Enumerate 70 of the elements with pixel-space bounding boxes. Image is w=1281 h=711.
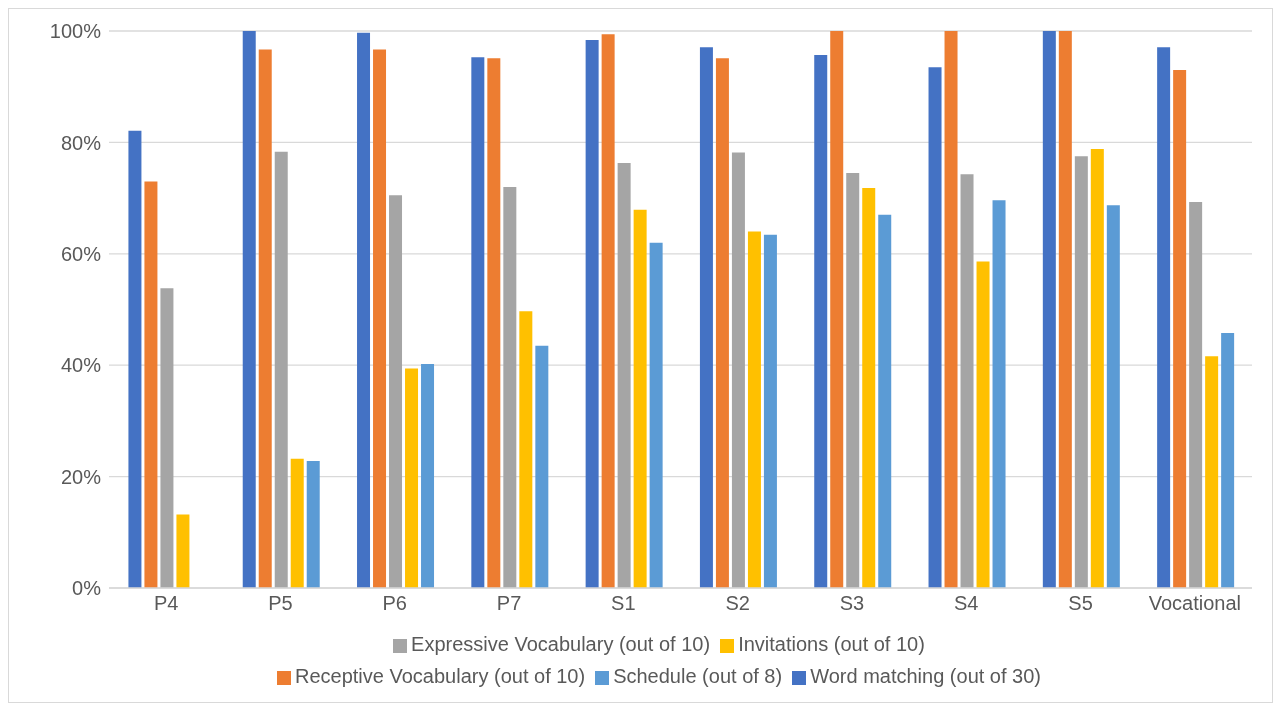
y-tick-label: 0%: [72, 577, 102, 600]
legend-label: Word matching (out of 30): [810, 665, 1042, 687]
bar: [242, 31, 256, 588]
bar: [862, 188, 876, 588]
bar: [128, 130, 142, 588]
y-tick-label: 80%: [60, 131, 102, 154]
bar: [846, 173, 860, 588]
bar: [306, 461, 320, 588]
bar: [976, 261, 990, 588]
bar: [471, 57, 485, 588]
bar: [405, 368, 419, 588]
x-tick-label: P6: [382, 592, 407, 615]
bar: [699, 47, 713, 588]
bar: [747, 231, 761, 588]
y-tick-label: 60%: [60, 242, 102, 265]
legend-label: Invitations (out of 10): [738, 633, 925, 655]
bar: [814, 54, 828, 588]
bar: [274, 151, 288, 588]
bar: [487, 58, 501, 588]
bar: [878, 214, 892, 588]
bar: [944, 31, 958, 588]
bar: [503, 186, 517, 588]
bar: [763, 234, 777, 588]
bar: [830, 31, 844, 588]
bar: [160, 288, 174, 588]
bar: [1157, 47, 1171, 588]
bar: [357, 32, 371, 588]
bar: [731, 152, 745, 588]
bar: [715, 58, 729, 588]
bar: [144, 181, 158, 588]
x-tick-label: P4: [153, 592, 179, 615]
bar: [1090, 149, 1104, 588]
y-tick-label: 20%: [60, 465, 102, 488]
bar: [1173, 69, 1187, 588]
bar: [535, 345, 549, 588]
bar: [389, 195, 403, 588]
x-tick-label: S2: [725, 592, 750, 615]
legend-label: Receptive Vocabulary (out of 10): [294, 665, 586, 687]
x-tick-label: S3: [839, 592, 865, 615]
x-tick-label: S5: [1068, 592, 1093, 615]
y-tick-label: 100%: [49, 20, 102, 43]
bar: [649, 242, 663, 588]
bar: [601, 34, 615, 588]
bar: [633, 209, 647, 588]
bar: [373, 49, 387, 588]
bar: [1221, 332, 1235, 588]
x-tick-label: P5: [268, 592, 293, 615]
bar: [421, 364, 435, 588]
x-tick-label: S4: [954, 592, 979, 615]
bar: [617, 163, 631, 588]
bar: [1205, 356, 1219, 588]
bar: [1106, 205, 1120, 588]
x-tick-label: S1: [611, 592, 636, 615]
bar: [1189, 202, 1203, 588]
x-tick-label: Vocational: [1148, 592, 1241, 615]
bar: [519, 311, 533, 588]
bar: [585, 39, 599, 588]
x-tick-label: P7: [496, 592, 522, 615]
bar: [290, 458, 304, 588]
bar: [176, 514, 190, 588]
bar: [928, 67, 942, 588]
bar: [1042, 31, 1056, 588]
legend-label: Schedule (out of 8): [613, 665, 783, 687]
bar: [258, 49, 272, 588]
bar: [992, 200, 1006, 588]
y-tick-label: 40%: [60, 354, 102, 377]
bar: [1058, 31, 1072, 588]
bar: [1074, 156, 1088, 588]
legend-label: Expressive Vocabulary (out of 10): [411, 633, 711, 655]
bar: [960, 174, 974, 588]
